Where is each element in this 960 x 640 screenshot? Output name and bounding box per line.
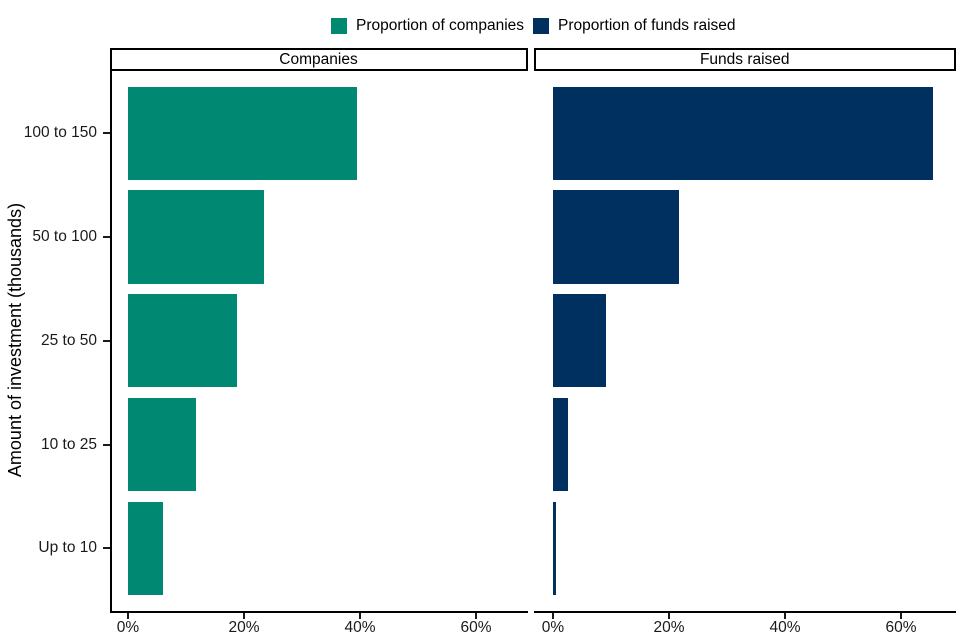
x-tick-label: 60%: [460, 619, 492, 636]
x-tick: [359, 612, 361, 619]
x-tick-label: 40%: [769, 619, 801, 636]
bar-companies-2: [128, 294, 238, 388]
y-tick-label: 100 to 150: [23, 124, 97, 142]
y-tick: [103, 339, 110, 342]
bar-companies-0: [128, 86, 357, 180]
x-tick-label: 0%: [541, 619, 565, 636]
bar-companies-1: [128, 190, 264, 284]
x-tick: [900, 612, 902, 619]
y-tick-label: 25 to 50: [40, 331, 97, 349]
y-tick: [103, 132, 110, 135]
y-tick: [103, 236, 110, 238]
bar-funds-raised-0: [553, 86, 933, 180]
y-tick: [103, 547, 110, 550]
legend-label: Proportion of companies: [356, 17, 525, 34]
bar-companies-3: [128, 397, 196, 492]
x-tick: [552, 612, 554, 619]
legend-item: Proportion of funds raised: [533, 17, 736, 35]
facet-strip-companies: Companies: [109, 48, 528, 71]
y-tick: [103, 443, 110, 446]
legend-swatch: [533, 18, 550, 34]
x-tick: [475, 612, 477, 619]
facet-strip-funds-raised: Funds raised: [534, 48, 956, 71]
y-tick-label: 50 to 100: [32, 228, 97, 245]
x-tick: [784, 612, 786, 619]
bar-funds-raised-4: [553, 501, 556, 595]
y-axis-line: [109, 71, 112, 613]
bar-companies-4: [128, 501, 163, 595]
legend-swatch: [331, 18, 347, 34]
legend-label: Proportion of funds raised: [558, 17, 736, 34]
x-tick: [127, 612, 129, 619]
x-axis-line: [109, 610, 528, 613]
x-tick-label: 60%: [885, 619, 917, 636]
chart-legend: Proportion of companies Proportion of fun…: [331, 17, 736, 35]
bar-funds-raised-3: [553, 397, 569, 492]
legend-item: Proportion of companies: [331, 17, 524, 35]
bar-funds-raised-2: [553, 294, 606, 388]
x-tick: [668, 612, 670, 619]
y-tick-label: 10 to 25: [40, 435, 97, 453]
x-tick-label: 40%: [344, 619, 376, 636]
x-tick-label: 20%: [228, 619, 260, 636]
x-tick: [243, 612, 245, 619]
x-tick-label: 0%: [116, 619, 140, 636]
x-axis-line: [534, 610, 956, 613]
y-tick-label: Up to 10: [38, 539, 97, 557]
x-tick-label: 20%: [653, 619, 685, 636]
bar-funds-raised-1: [553, 190, 679, 284]
